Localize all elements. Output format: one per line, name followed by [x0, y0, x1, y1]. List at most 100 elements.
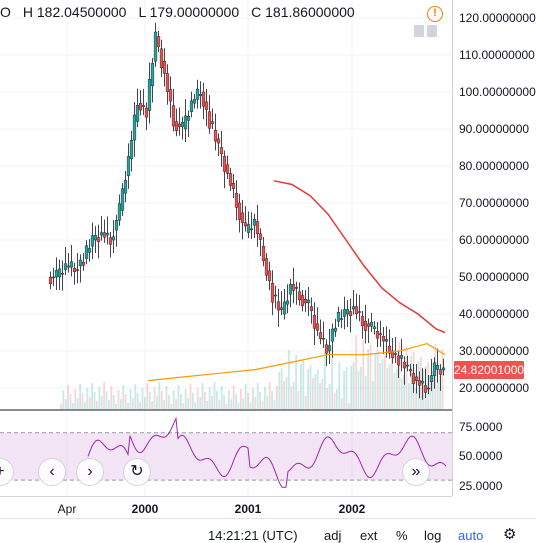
candle-body — [393, 353, 398, 355]
candle-body — [87, 248, 92, 253]
ext-toggle[interactable]: ext — [360, 528, 378, 543]
volume-bar — [374, 354, 377, 410]
adj-toggle[interactable]: adj — [324, 528, 342, 543]
panel-icon[interactable] — [427, 25, 437, 37]
candle-body — [387, 345, 392, 354]
volume-bar — [110, 386, 113, 410]
price-tick: 40.00000000 — [459, 307, 530, 321]
auto-toggle[interactable]: auto — [458, 528, 484, 543]
volume-bar — [86, 388, 89, 410]
volume-bar — [93, 392, 96, 410]
time-tick: Apr — [57, 502, 77, 516]
volume-bar — [312, 378, 314, 410]
candle-body — [57, 268, 62, 278]
candle-body — [48, 276, 53, 284]
candle-body — [69, 261, 74, 268]
volume-bar — [254, 397, 257, 410]
volume-bar — [69, 394, 72, 410]
candle-body — [108, 237, 113, 245]
time-axis[interactable]: Apr 2000 2001 2002 — [0, 496, 452, 519]
log-toggle[interactable]: log — [424, 528, 442, 543]
info-icon[interactable]: ! — [427, 6, 443, 22]
rsi-pane — [0, 416, 452, 488]
price-tick: 110.00000000 — [459, 48, 535, 62]
moving-average-line — [273, 180, 446, 334]
percent-toggle[interactable]: % — [396, 528, 408, 543]
volume-bar — [124, 394, 127, 410]
volume-bar — [372, 381, 374, 410]
candle-body — [390, 350, 395, 359]
candle-body — [273, 294, 278, 297]
candle-body — [207, 111, 212, 129]
candle-body — [99, 232, 104, 236]
ohlc-legend: O H 182.04500000 L 179.00000000 C 181.86000… — [0, 4, 367, 20]
volume-bar — [242, 398, 245, 410]
candle-body — [60, 273, 65, 275]
volume-bar — [235, 394, 237, 410]
candle-body — [132, 114, 137, 141]
chevron-left-icon[interactable]: ‹ — [38, 458, 66, 486]
candle-body — [327, 345, 332, 352]
panel-icon[interactable] — [414, 25, 424, 37]
volume-bar — [348, 403, 350, 410]
candle-body — [210, 121, 215, 124]
rsi-axis[interactable]: 75.0000 50.0000 25.0000 — [452, 410, 536, 496]
candle-body — [75, 269, 80, 271]
candle-body — [147, 78, 152, 111]
candle-body — [246, 224, 251, 233]
volume-bar — [206, 401, 209, 410]
volume-bar — [91, 383, 93, 410]
volume-bar — [324, 352, 326, 410]
candle-body — [426, 387, 431, 390]
volume-bar — [220, 386, 223, 410]
volume-bar — [441, 349, 444, 410]
volume-bar — [403, 374, 405, 410]
volume-bar — [112, 395, 115, 410]
candle-body — [423, 385, 428, 393]
volume-bar — [165, 386, 168, 410]
volume-bar — [369, 345, 372, 410]
volume-bar — [295, 355, 297, 410]
volume-bar — [96, 401, 98, 410]
volume-bar — [388, 364, 391, 410]
volume-bar — [290, 386, 293, 410]
volume-bar — [247, 393, 249, 410]
time-tick: 2002 — [338, 502, 366, 516]
candle-body — [417, 380, 422, 386]
candle-body — [129, 139, 134, 159]
price-axis[interactable]: 120.00000000 110.00000000 100.00000000 90.0… — [452, 0, 536, 410]
volume-bar — [386, 368, 389, 410]
volume-bar — [400, 378, 403, 410]
candle-body — [438, 369, 443, 375]
chevron-right-icon[interactable]: › — [76, 458, 104, 486]
candle-body — [405, 364, 410, 367]
volume-bar — [177, 385, 180, 410]
candles — [48, 22, 446, 400]
candle-body — [126, 156, 131, 177]
volume-bar — [252, 388, 254, 410]
candle-body — [357, 311, 362, 313]
candle-body — [276, 301, 281, 311]
volume-bar — [158, 382, 161, 410]
volume-bar — [283, 381, 285, 410]
gear-icon[interactable]: ⚙ — [503, 526, 517, 543]
candle-body — [72, 268, 77, 273]
volume-bar — [362, 340, 365, 410]
volume-bar — [352, 362, 355, 410]
candle-body — [228, 173, 233, 186]
price-chart[interactable] — [0, 0, 452, 496]
rsi-tick: 75.0000 — [459, 419, 503, 434]
candle-body — [264, 258, 269, 276]
double-chevron-right-icon[interactable]: » — [402, 458, 430, 486]
reset-icon[interactable]: ↻ — [123, 458, 151, 486]
candle-body — [258, 233, 263, 240]
clock-time: 14:21:21 (UTC) — [208, 528, 298, 543]
volume-bar — [355, 335, 357, 410]
volume-bar — [136, 393, 139, 410]
price-tick: 120.00000000 — [459, 11, 536, 25]
volume-bar — [88, 397, 91, 410]
candle-body — [225, 164, 230, 174]
candle-body — [63, 263, 68, 270]
candle-body — [96, 237, 101, 242]
volume-bar — [196, 388, 199, 410]
